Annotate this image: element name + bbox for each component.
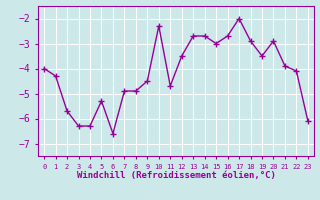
- X-axis label: Windchill (Refroidissement éolien,°C): Windchill (Refroidissement éolien,°C): [76, 171, 276, 180]
